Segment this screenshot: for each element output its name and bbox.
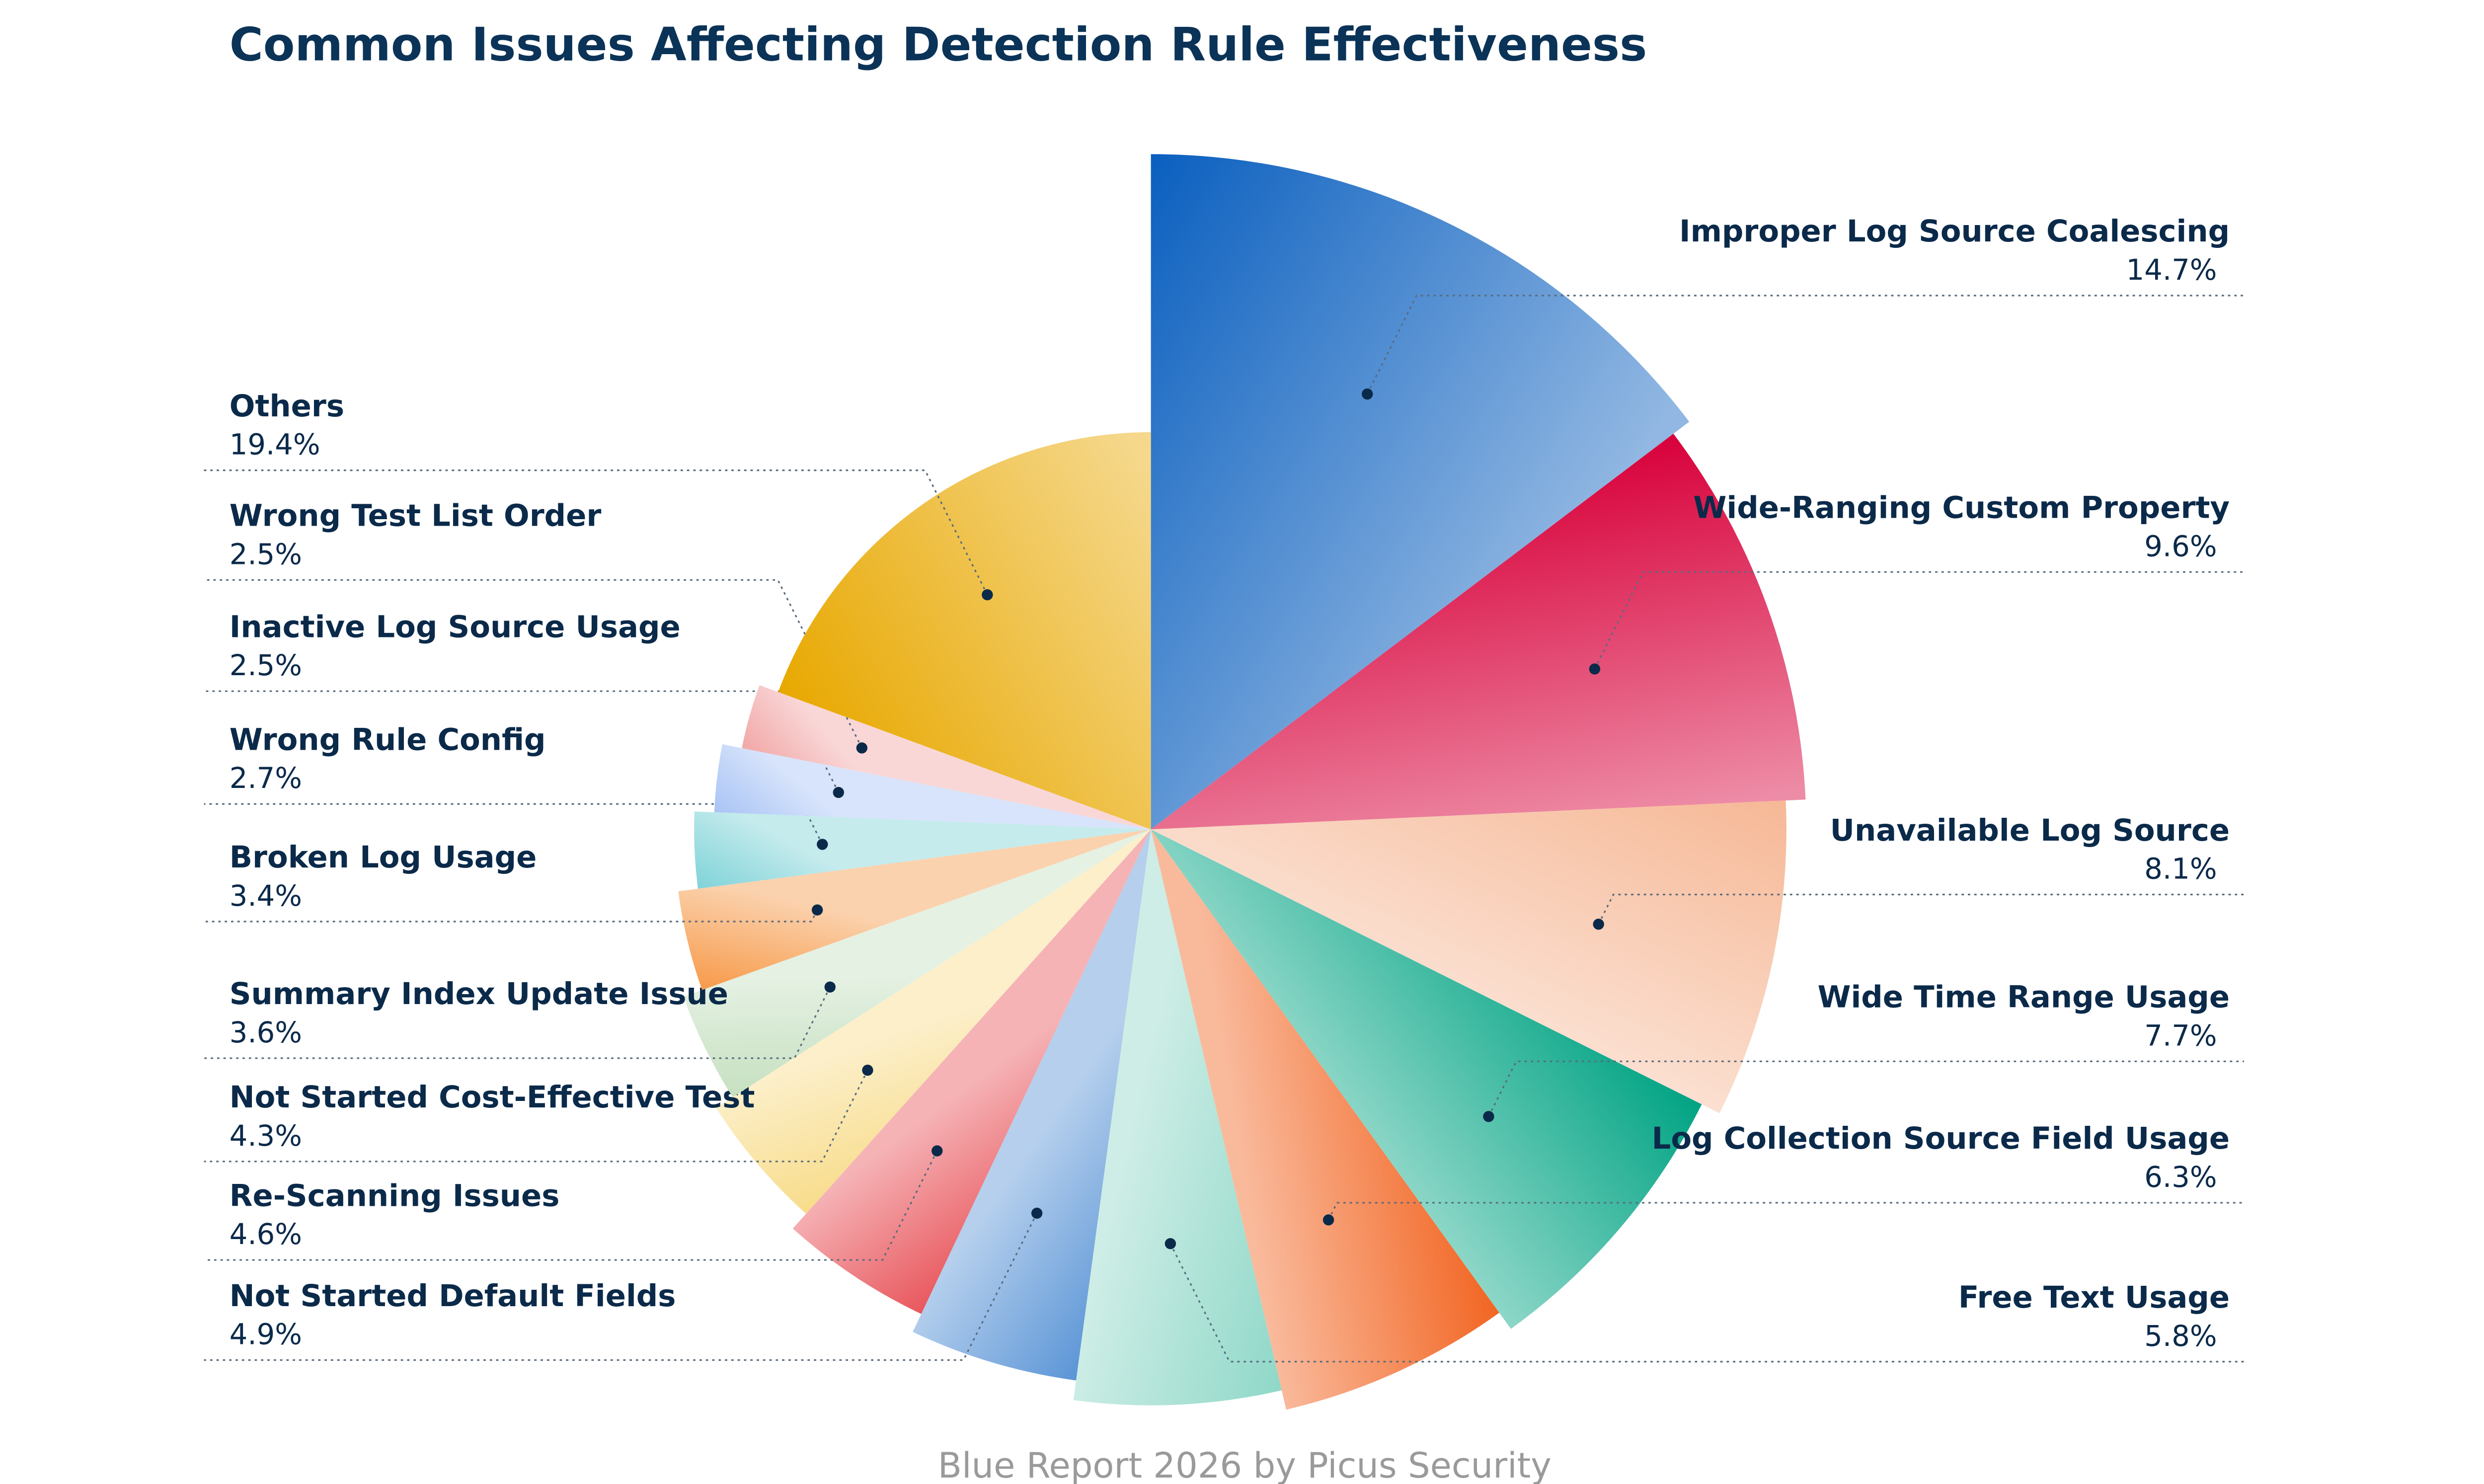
slice-value: 4.3% bbox=[230, 1119, 302, 1153]
slice-label: Summary Index Update Issue bbox=[230, 977, 728, 1012]
pie-slice bbox=[778, 432, 1151, 830]
leader-line bbox=[1598, 893, 2244, 925]
slice-label: Wrong Test List Order bbox=[230, 499, 602, 534]
slice-label: Not Started Cost-Effective Test bbox=[230, 1080, 755, 1115]
slice-value: 4.6% bbox=[230, 1218, 302, 1251]
slice-value: 9.6% bbox=[2144, 530, 2217, 563]
slice-value: 8.1% bbox=[2144, 853, 2217, 886]
slice-label: Wide-Ranging Custom Property bbox=[1693, 491, 2230, 526]
leader-line bbox=[204, 909, 818, 923]
slice-dot bbox=[982, 589, 993, 601]
footer: Blue Report 2026 by Picus Security bbox=[938, 1445, 1552, 1484]
leader-line bbox=[1594, 571, 2244, 670]
slice-dot bbox=[833, 786, 844, 798]
slice-value: 3.6% bbox=[230, 1016, 302, 1049]
slice-value: 7.7% bbox=[2144, 1019, 2217, 1052]
slice-value: 14.7% bbox=[2126, 253, 2217, 287]
pie-slice bbox=[694, 811, 1151, 889]
slice-value: 4.9% bbox=[230, 1318, 302, 1351]
pie-slice bbox=[1151, 434, 1806, 830]
slice-label: Unavailable Log Source bbox=[1830, 813, 2230, 848]
slice-dot bbox=[1164, 1238, 1176, 1250]
slice-label: Wrong Rule Config bbox=[230, 722, 546, 757]
leader-line bbox=[1327, 1202, 2244, 1221]
pie-slice bbox=[792, 829, 1151, 1314]
slice-label: Wide Time Range Usage bbox=[1817, 980, 2230, 1015]
slice-label: Not Started Default Fields bbox=[230, 1279, 676, 1314]
leader-line bbox=[1487, 1060, 2244, 1117]
slice-label: Inactive Log Source Usage bbox=[230, 610, 681, 644]
slice-dot bbox=[862, 1064, 873, 1076]
slice-dot bbox=[1589, 663, 1601, 675]
pie-slice bbox=[678, 829, 1151, 990]
slice-dot bbox=[811, 904, 823, 916]
slice-label: Others bbox=[230, 389, 344, 424]
leader-line bbox=[1366, 295, 2244, 394]
pie-slice bbox=[742, 685, 1151, 830]
slice-dot bbox=[856, 742, 868, 754]
pie-slice bbox=[1151, 829, 1702, 1329]
slice-value: 5.8% bbox=[2144, 1320, 2217, 1353]
slice-dot bbox=[824, 981, 836, 993]
leader-line bbox=[204, 690, 840, 793]
pie-slice bbox=[1073, 829, 1282, 1406]
slice-dot bbox=[1322, 1214, 1334, 1226]
slice-dot bbox=[1362, 388, 1373, 400]
leader-line bbox=[204, 1150, 938, 1261]
pie-slice bbox=[1151, 154, 1690, 830]
slice-label: Broken Log Usage bbox=[230, 840, 537, 875]
slice-dot bbox=[817, 839, 828, 850]
slice-label: Re-Scanning Issues bbox=[230, 1178, 560, 1213]
pie-slice bbox=[1151, 829, 1499, 1410]
leader-line bbox=[204, 1070, 868, 1163]
slice-value: 6.3% bbox=[2144, 1161, 2217, 1194]
leader-line bbox=[1169, 1243, 2244, 1363]
pie-slice bbox=[913, 829, 1151, 1381]
slice-label: Improper Log Source Coalescing bbox=[1679, 214, 2230, 249]
slice-value: 19.4% bbox=[230, 428, 320, 462]
leader-line bbox=[204, 469, 988, 595]
slice-value: 2.7% bbox=[230, 762, 302, 795]
slice-label: Log Collection Source Field Usage bbox=[1652, 1121, 2230, 1156]
slice-dot bbox=[1031, 1207, 1043, 1219]
chart-title: Common Issues Affecting Detection Rule E… bbox=[230, 18, 1647, 72]
pie-slice bbox=[683, 829, 1151, 1097]
slice-label: Free Text Usage bbox=[1958, 1280, 2230, 1315]
pie-slice bbox=[716, 829, 1151, 1214]
slice-dot bbox=[1593, 919, 1604, 930]
pie-slice bbox=[1151, 800, 1786, 1113]
pie-slice bbox=[714, 744, 1151, 830]
leader-line bbox=[204, 986, 831, 1059]
slice-dot bbox=[1483, 1111, 1494, 1122]
slice-value: 3.4% bbox=[230, 879, 302, 913]
slice-dot bbox=[932, 1145, 943, 1157]
slice-value: 2.5% bbox=[230, 649, 302, 682]
slice-value: 2.5% bbox=[230, 538, 302, 571]
